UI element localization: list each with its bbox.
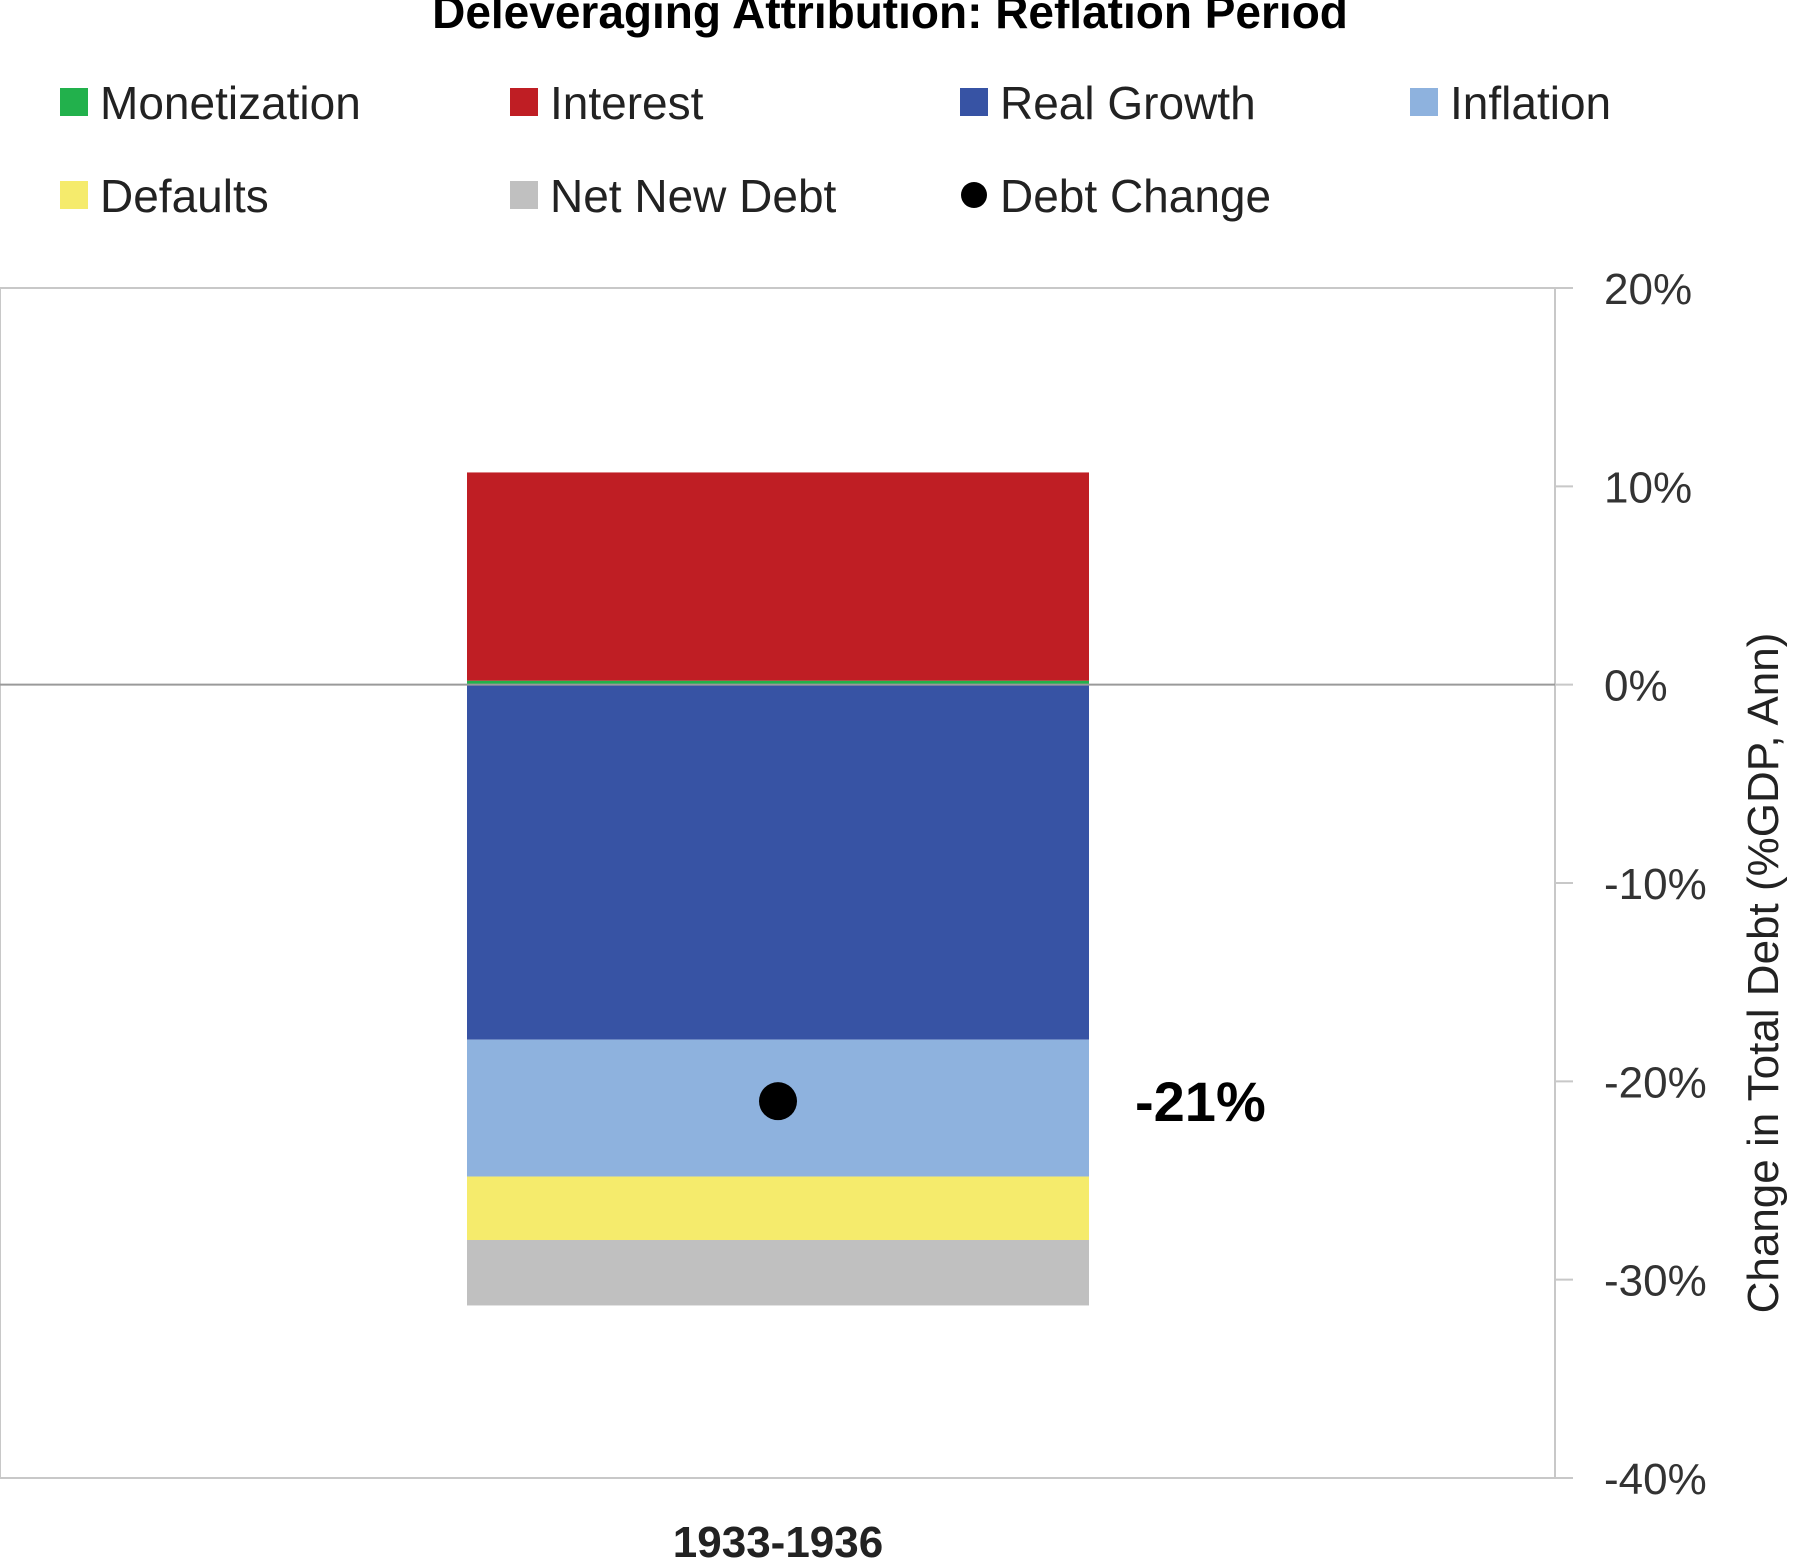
legend-label: Defaults [100,170,269,222]
y-tick-label: 10% [1604,463,1692,512]
legend-swatch [60,88,88,116]
y-tick-label: -20% [1604,1058,1707,1107]
legend-label: Inflation [1450,77,1611,129]
bar-segment-defaults [467,1176,1089,1240]
bar-segment-net-new-debt [467,1240,1089,1306]
debt-change-point [759,1082,797,1121]
category-label: 1933-1936 [673,1518,883,1565]
legend-item-defaults: Defaults [60,170,269,222]
y-tick-label: 20% [1604,265,1692,314]
debt-change-label: -21% [1135,1070,1266,1133]
legend-item-real-growth: Real Growth [960,77,1256,129]
legend-marker [961,182,987,208]
legend-swatch [510,181,538,209]
legend-item-interest: Interest [510,77,704,129]
bar-segment-monetization [467,680,1089,685]
legend-swatch [960,88,988,116]
y-tick-label: -30% [1604,1257,1707,1306]
legend-item-monetization: Monetization [60,77,361,129]
legend-swatch [1410,88,1438,116]
legend-label: Interest [550,77,704,129]
legend-swatch [60,181,88,209]
x-axis-categories: 1933-1936 [673,1518,883,1565]
legend-label: Monetization [100,77,361,129]
chart-title: Deleveraging Attribution: Reflation Peri… [432,0,1348,38]
legend-swatch [510,88,538,116]
legend-label: Real Growth [1000,77,1256,129]
bar-segment-interest [467,472,1089,681]
legend-item-inflation: Inflation [1410,77,1611,129]
y-axis-title: Change in Total Debt (%GDP, Ann) [1739,633,1788,1314]
legend-item-debt-change: Debt Change [961,170,1271,222]
debt-change-markers: -21% [759,1070,1266,1133]
y-tick-label: -10% [1604,860,1707,909]
legend-label: Net New Debt [550,170,837,222]
legend: Monetization Interest Real Growth Inflation… [60,77,1611,222]
legend-label: Debt Change [1000,170,1271,222]
y-tick-label: 0% [1604,662,1668,711]
y-tick-label: -40% [1604,1455,1707,1504]
y-axis: 20% 10% 0% -10% -20% -30% -40% [1555,265,1707,1504]
bar-stack [467,472,1089,1306]
bar-segment-real-growth [467,684,1089,1040]
legend-item-net-new-debt: Net New Debt [510,170,837,222]
